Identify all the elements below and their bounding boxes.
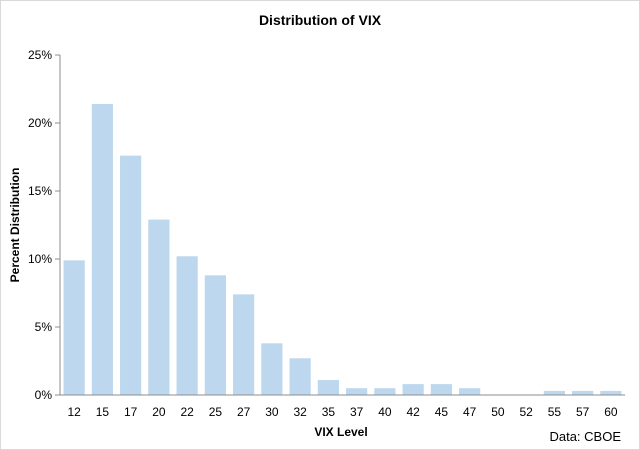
x-tick-label: 45: [435, 405, 449, 419]
source-note: Data: CBOE: [549, 429, 621, 444]
x-tick-label: 25: [209, 405, 223, 419]
x-tick-label: 40: [378, 405, 392, 419]
x-tick-label: 42: [406, 405, 420, 419]
x-tick-label: 50: [491, 405, 505, 419]
y-tick-label: 10%: [28, 252, 52, 266]
bar-30: [261, 343, 283, 395]
y-tick-label: 0%: [35, 388, 53, 402]
x-tick-label: 22: [180, 405, 194, 419]
bar-55: [543, 390, 565, 395]
x-tick-label: 12: [67, 405, 81, 419]
y-tick-label: 25%: [28, 48, 52, 62]
x-tick-label: 57: [576, 405, 590, 419]
x-axis-title: VIX Level: [314, 425, 367, 439]
x-tick-label: 35: [322, 405, 336, 419]
x-tick-label: 27: [237, 405, 251, 419]
bar-42: [402, 384, 424, 395]
x-tick-label: 47: [463, 405, 477, 419]
bar-60: [600, 390, 622, 395]
bar-57: [572, 390, 594, 395]
bar-20: [148, 219, 170, 395]
x-tick-label: 17: [124, 405, 138, 419]
y-axis-title: Percent Distribution: [8, 168, 22, 283]
x-tick-label: 20: [152, 405, 166, 419]
y-axis-ticks: 0% 5% 10% 15% 20% 25%: [28, 48, 60, 402]
bar-22: [176, 256, 198, 395]
bar-12: [63, 260, 85, 395]
bar-series: [63, 103, 622, 396]
bar-37: [346, 388, 368, 395]
x-tick-label: 15: [96, 405, 110, 419]
bar-40: [374, 388, 396, 395]
bar-47: [459, 388, 481, 395]
bar-45: [430, 384, 452, 395]
bar-27: [233, 294, 255, 395]
x-tick-label: 30: [265, 405, 279, 419]
x-tick-label: 52: [519, 405, 533, 419]
bar-17: [120, 155, 142, 395]
bar-15: [91, 103, 113, 396]
y-tick-label: 15%: [28, 184, 52, 198]
bar-25: [204, 275, 226, 395]
x-tick-label: 32: [293, 405, 307, 419]
y-tick-label: 20%: [28, 116, 52, 130]
chart-title: Distribution of VIX: [259, 12, 382, 28]
y-tick-label: 5%: [35, 320, 53, 334]
x-tick-label: 60: [604, 405, 618, 419]
x-tick-label: 55: [548, 405, 562, 419]
x-tick-label: 37: [350, 405, 364, 419]
bar-32: [289, 358, 311, 395]
bar-35: [317, 380, 339, 395]
x-axis-ticks: 12 15 17 20 22 25 27 30 32 35 37 40 42 45 47 50 52 55 57 60: [67, 405, 617, 419]
